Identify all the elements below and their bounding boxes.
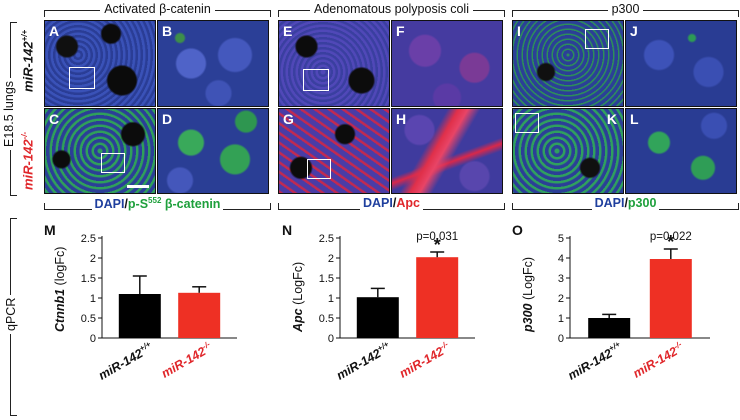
panel-h-micrograph: H [391, 108, 503, 194]
bar [178, 292, 221, 338]
y-tick-label: 0 [328, 333, 334, 345]
panel-a-micrograph: A [44, 20, 156, 107]
inset-box [307, 159, 331, 179]
x-category-label: miR-142-/- [630, 339, 686, 380]
y-tick-label: 1 [90, 293, 96, 305]
y-tick-label: 2 [328, 253, 334, 265]
y-tick-label: 2.5 [319, 233, 334, 245]
y-tick-label: 0 [90, 333, 96, 345]
panel-k-micrograph: K [512, 108, 624, 194]
col3-title: p300 [512, 2, 739, 16]
significance-star: * [434, 235, 441, 255]
bar [588, 318, 631, 338]
y-axis-label: Ctnnb1 (logFc) [53, 247, 67, 332]
x-category-label: miR-142-/- [159, 339, 215, 380]
scale-bar [127, 185, 149, 188]
p-value-label: p=0.022 [650, 231, 692, 243]
y-tick-label: 0 [558, 333, 564, 345]
panel-b-micrograph: B [157, 20, 269, 107]
y-tick-label: 1.5 [81, 273, 96, 285]
inset-box [303, 69, 329, 91]
row-bottom-label: miR-142-/- [20, 131, 36, 190]
y-tick-label: 4 [558, 253, 564, 265]
significance-star: * [667, 232, 674, 252]
chart-n: 0 0.5 1 1.5 2 2.5 Apc (LogFc) miR-142+/+ miR-142… [291, 231, 475, 383]
chart-o: 0 1 2 3 4 5 p300 (LogFc) miR-142+/+ miR-142-/- p=… [521, 231, 710, 383]
col2-title: Adenomatous polyposis coli [278, 2, 505, 16]
y-tick-label: 2 [90, 253, 96, 265]
col2-stain-label: DAPI/Apc [278, 196, 505, 210]
y-tick-label: 3 [558, 273, 564, 285]
x-category-label: miR-142+/+ [334, 339, 394, 382]
panel-c-micrograph: C [44, 108, 156, 194]
y-tick-label: 5 [558, 233, 564, 245]
panel-j-micrograph: J [625, 20, 737, 107]
panel-i-micrograph: I [512, 20, 624, 107]
y-tick-label: 2.5 [81, 233, 96, 245]
col1-title: Activated β-catenin [44, 2, 271, 16]
row-top-label: miR-142+/+ [20, 29, 36, 92]
y-tick-label: 1.5 [319, 273, 334, 285]
bar [118, 294, 161, 338]
chart-o-letter: O [512, 222, 523, 238]
x-category-label: miR-142-/- [397, 339, 453, 380]
bar [649, 259, 692, 338]
panel-g-micrograph: G [278, 108, 390, 194]
p-value-label: p=0.031 [416, 231, 458, 243]
col1-stain-label: DAPI/p-S552 β-catenin [44, 196, 271, 212]
bar [416, 257, 459, 338]
row-group-label: E18.5 lungs [2, 77, 16, 150]
inset-box [585, 29, 609, 49]
y-tick-label: 0.5 [319, 313, 334, 325]
y-tick-label: 1 [558, 313, 564, 325]
chart-m-letter: M [44, 222, 56, 238]
panel-d-micrograph: D [157, 108, 269, 194]
col3-stain-label: DAPI/p300 [512, 196, 739, 210]
inset-box [69, 67, 95, 89]
y-axis-label: p300 (LogFc) [521, 257, 535, 333]
x-category-label: miR-142+/+ [565, 339, 625, 382]
panel-l-micrograph: L [625, 108, 737, 194]
y-tick-label: 2 [558, 293, 564, 305]
qpcr-label: qPCR [4, 294, 18, 334]
chart-n-letter: N [282, 222, 293, 238]
inset-box [515, 113, 539, 133]
chart-m: 0 0.5 1 1.5 2 2.5 Ctnnb1 (logFc) miR-142+/+ miR-… [53, 233, 237, 383]
y-tick-label: 0.5 [81, 313, 96, 325]
bar [356, 297, 399, 338]
panel-e-micrograph: E [278, 20, 390, 107]
inset-box [101, 153, 125, 173]
x-category-label: miR-142+/+ [96, 339, 156, 382]
y-axis-label: Apc (LogFc) [291, 262, 305, 333]
y-tick-label: 1 [328, 293, 334, 305]
panel-f-micrograph: F [391, 20, 503, 107]
